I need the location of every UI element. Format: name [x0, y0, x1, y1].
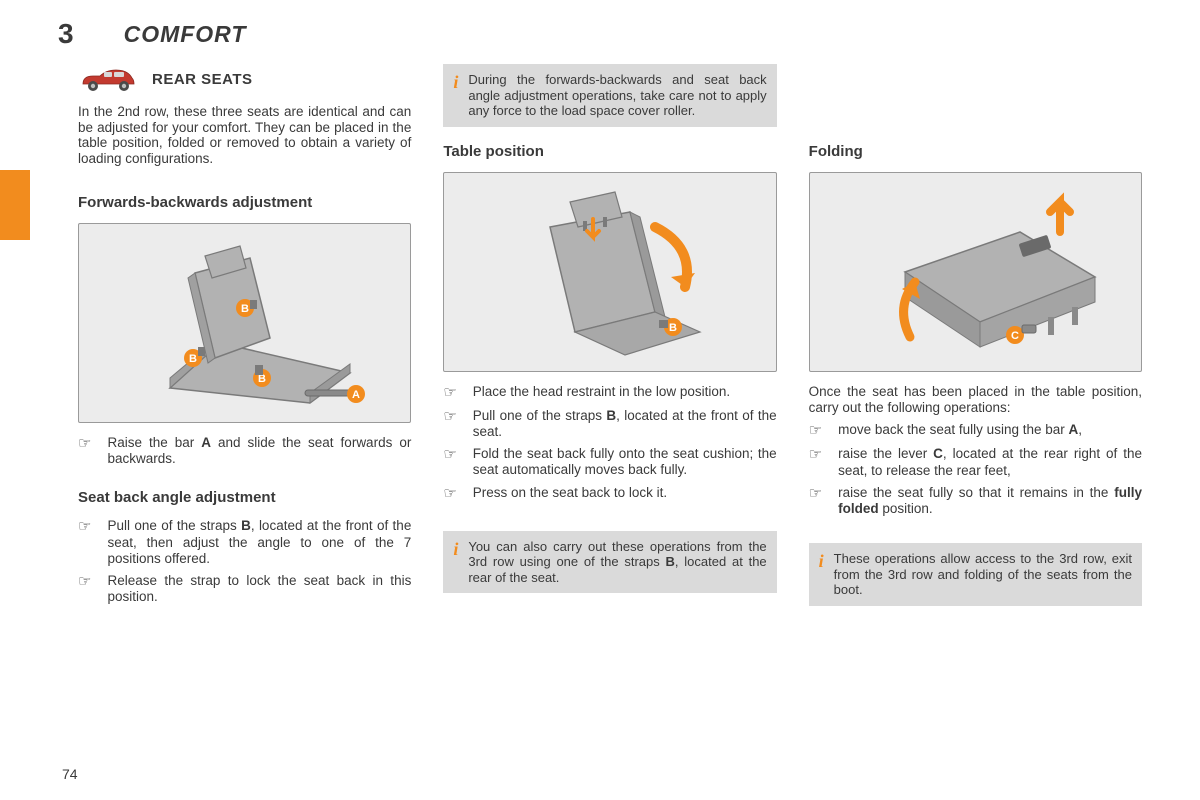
column-3: Folding C Once the s	[809, 64, 1142, 622]
diagram-forwards-backwards: A B B B	[78, 223, 411, 423]
list-item: ☞ Pull one of the straps B, located at th…	[443, 408, 776, 440]
list-text: raise the seat fully so that it remains …	[838, 485, 1142, 517]
svg-text:B: B	[669, 322, 677, 334]
list-text: raise the lever C, located at the rear r…	[838, 446, 1142, 478]
bullet-list-folding: ☞ move back the seat fully using the bar …	[809, 422, 1142, 523]
list-item: ☞ move back the seat fully using the bar …	[809, 422, 1142, 440]
svg-text:B: B	[189, 353, 197, 365]
pointer-icon: ☞	[809, 422, 822, 440]
info-box: i These operations allow access to the 3…	[809, 543, 1142, 606]
chapter-number: 3	[58, 18, 74, 50]
section-title: REAR SEATS	[152, 71, 253, 88]
diagram-folding: C	[809, 172, 1142, 372]
side-tab	[0, 170, 30, 240]
pointer-icon: ☞	[809, 485, 822, 517]
list-item: ☞ Raise the bar A and slide the seat forw…	[78, 435, 411, 467]
svg-text:B: B	[241, 303, 249, 315]
list-item: ☞ Press on the seat back to lock it.	[443, 485, 776, 503]
sub-title-forwards: Forwards-backwards adjustment	[78, 194, 411, 211]
list-text: move back the seat fully using the bar A…	[838, 422, 1082, 440]
pointer-icon: ☞	[78, 518, 91, 567]
info-text: These operations allow access to the 3rd…	[834, 551, 1132, 598]
column-1: REAR SEATS In the 2nd row, these three s…	[78, 64, 411, 622]
info-icon: i	[819, 551, 824, 598]
list-text: Fold the seat back fully onto the seat c…	[473, 446, 777, 478]
diagram-table-position: B	[443, 172, 776, 372]
info-box: i During the forwards-backwards and seat…	[443, 64, 776, 127]
pointer-icon: ☞	[443, 446, 456, 478]
info-icon: i	[453, 72, 458, 119]
info-text: During the forwards-backwards and seat b…	[468, 72, 766, 119]
list-item: ☞ Fold the seat back fully onto the seat …	[443, 446, 776, 478]
list-text: Press on the seat back to lock it.	[473, 485, 667, 503]
car-icon	[78, 64, 138, 94]
folding-intro: Once the seat has been placed in the tab…	[809, 384, 1142, 416]
list-item: ☞ raise the seat fully so that it remains…	[809, 485, 1142, 517]
sub-title-folding: Folding	[809, 143, 1142, 160]
list-item: ☞ Release the strap to lock the seat back…	[78, 573, 411, 605]
list-text: Raise the bar A and slide the seat forwa…	[107, 435, 411, 467]
pointer-icon: ☞	[443, 408, 456, 440]
pointer-icon: ☞	[443, 384, 456, 402]
sub-title-angle: Seat back angle adjustment	[78, 489, 411, 506]
svg-text:C: C	[1011, 330, 1019, 342]
column-2: i During the forwards-backwards and seat…	[443, 64, 776, 622]
info-icon: i	[453, 539, 458, 586]
svg-text:A: A	[352, 389, 360, 401]
sub-title-table: Table position	[443, 143, 776, 160]
intro-text: In the 2nd row, these three seats are id…	[78, 104, 411, 166]
list-text: Release the strap to lock the seat back …	[107, 573, 411, 605]
pointer-icon: ☞	[78, 573, 91, 605]
chapter-title: COMFORT	[124, 21, 247, 48]
page-number: 74	[62, 766, 78, 782]
pointer-icon: ☞	[78, 435, 91, 467]
bullet-list-angle: ☞ Pull one of the straps B, located at th…	[78, 518, 411, 611]
bullet-list-forwards: ☞ Raise the bar A and slide the seat forw…	[78, 435, 411, 473]
section-title-row: REAR SEATS	[78, 64, 411, 94]
list-item: ☞ Place the head restraint in the low pos…	[443, 384, 776, 402]
page-header: 3 COMFORT	[0, 0, 1200, 64]
content-columns: REAR SEATS In the 2nd row, these three s…	[0, 64, 1200, 622]
pointer-icon: ☞	[443, 485, 456, 503]
list-text: Pull one of the straps B, located at the…	[107, 518, 411, 567]
info-box: i You can also carry out these operation…	[443, 531, 776, 594]
list-text: Pull one of the straps B, located at the…	[473, 408, 777, 440]
list-item: ☞ raise the lever C, located at the rear …	[809, 446, 1142, 478]
info-text: You can also carry out these operations …	[468, 539, 766, 586]
bullet-list-table: ☞ Place the head restraint in the low pos…	[443, 384, 776, 509]
list-item: ☞ Pull one of the straps B, located at th…	[78, 518, 411, 567]
list-text: Place the head restraint in the low posi…	[473, 384, 730, 402]
pointer-icon: ☞	[809, 446, 822, 478]
